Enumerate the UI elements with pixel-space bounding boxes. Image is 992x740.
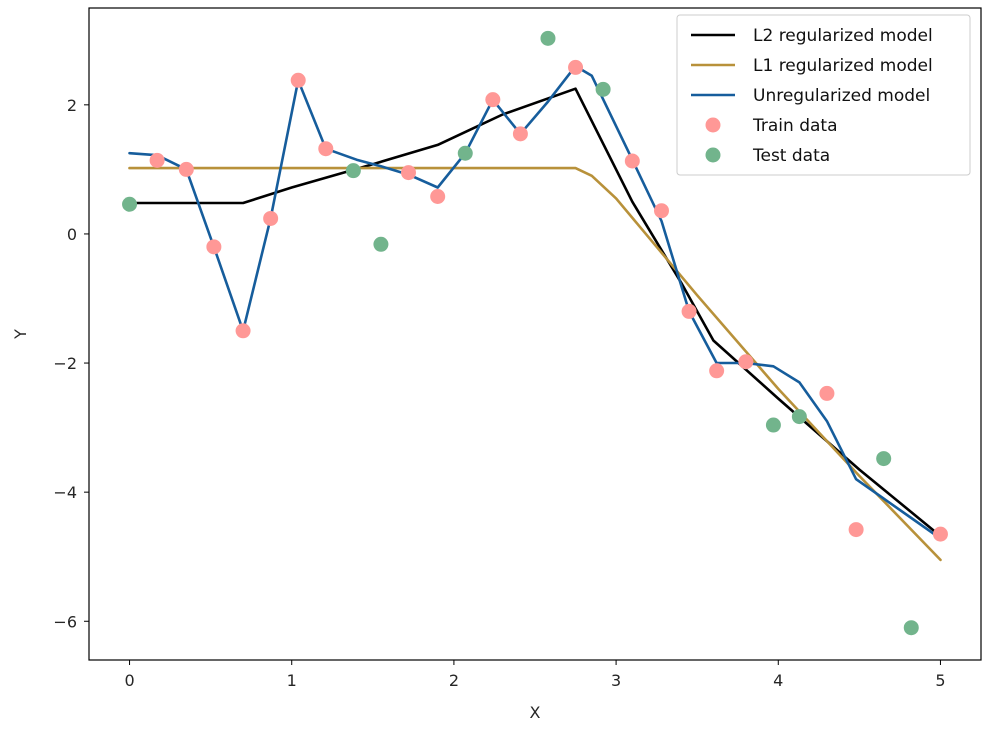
data-point — [540, 30, 556, 46]
data-point — [819, 385, 835, 401]
legend-label: Test data — [752, 146, 830, 166]
y-tick-label: −2 — [53, 354, 77, 373]
y-axis: −6 −4 −2 0 2 — [53, 96, 89, 631]
data-point — [568, 59, 584, 75]
legend-marker — [705, 147, 721, 163]
series-line — [128, 166, 942, 562]
legend-label: Unregularized model — [753, 86, 930, 106]
data-point — [681, 303, 697, 319]
data-point — [791, 409, 807, 425]
x-axis-label: X — [530, 703, 541, 722]
data-point — [932, 526, 948, 542]
legend-label: L2 regularized model — [753, 26, 933, 46]
data-point — [318, 141, 334, 157]
legend-label: L1 regularized model — [753, 56, 933, 76]
legend-box — [676, 14, 971, 176]
series-line — [128, 64, 942, 540]
data-point — [848, 522, 864, 538]
data-point — [400, 165, 416, 181]
data-point — [512, 126, 528, 142]
data-point — [654, 203, 670, 219]
data-point — [485, 92, 501, 108]
data-point — [373, 236, 389, 252]
y-tick-label: 0 — [67, 225, 77, 244]
data-point — [263, 210, 279, 226]
series-line — [128, 87, 942, 538]
x-tick-label: 5 — [935, 671, 945, 690]
plot-area — [122, 30, 948, 636]
y-axis-label: Y — [11, 329, 30, 340]
data-point — [290, 72, 306, 88]
data-point — [430, 188, 446, 204]
data-point — [738, 354, 754, 370]
data-point — [206, 239, 222, 255]
axes-frame — [88, 7, 982, 661]
data-point — [345, 163, 361, 179]
data-point — [235, 323, 251, 339]
x-tick-label: 1 — [287, 671, 297, 690]
data-point — [765, 417, 781, 433]
x-tick-label: 3 — [611, 671, 621, 690]
legend-label: Train data — [752, 116, 838, 136]
data-point — [876, 451, 892, 467]
x-tick-label: 4 — [773, 671, 783, 690]
legend-marker — [705, 117, 721, 133]
data-point — [457, 145, 473, 161]
data-point — [178, 161, 194, 177]
y-tick-label: 2 — [67, 96, 77, 115]
x-axis: 0 1 2 3 4 5 — [124, 660, 946, 690]
data-point — [595, 81, 611, 97]
data-point — [903, 620, 919, 636]
data-point — [709, 363, 725, 379]
legend: L2 regularized model L1 regularized model… — [676, 14, 971, 176]
data-point — [122, 196, 138, 212]
y-tick-label: −6 — [53, 612, 77, 631]
data-point — [149, 152, 165, 168]
x-tick-label: 0 — [124, 671, 134, 690]
y-tick-label: −4 — [53, 483, 77, 502]
data-point — [624, 153, 640, 169]
x-tick-label: 2 — [449, 671, 459, 690]
